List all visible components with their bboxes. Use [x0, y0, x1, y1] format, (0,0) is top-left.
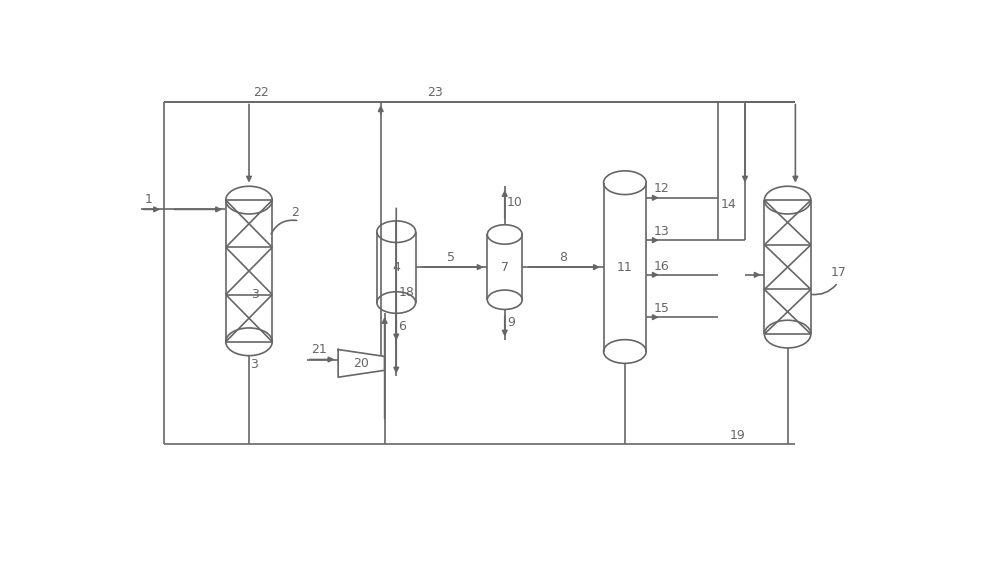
- Text: 22: 22: [253, 86, 269, 99]
- Text: 1: 1: [144, 192, 152, 205]
- Text: 11: 11: [617, 261, 633, 274]
- Text: 20: 20: [353, 357, 369, 370]
- Text: 3: 3: [251, 288, 259, 301]
- Text: 7: 7: [501, 261, 509, 274]
- Text: 14: 14: [720, 199, 736, 212]
- Text: 8: 8: [559, 251, 567, 264]
- Text: 6: 6: [399, 320, 406, 333]
- Text: 10: 10: [507, 196, 523, 209]
- Text: 9: 9: [507, 316, 515, 329]
- Text: 5: 5: [447, 251, 455, 264]
- Text: 3: 3: [251, 358, 258, 371]
- Text: 21: 21: [311, 343, 327, 356]
- Text: 17: 17: [830, 266, 846, 279]
- Text: 13: 13: [654, 225, 670, 238]
- Text: 2: 2: [292, 206, 300, 219]
- Text: 18: 18: [399, 286, 414, 299]
- Text: 12: 12: [654, 183, 670, 196]
- Text: 19: 19: [730, 429, 745, 442]
- Text: 15: 15: [654, 302, 670, 315]
- Text: 23: 23: [427, 86, 443, 99]
- Text: 4: 4: [392, 261, 400, 274]
- Text: 16: 16: [654, 259, 670, 272]
